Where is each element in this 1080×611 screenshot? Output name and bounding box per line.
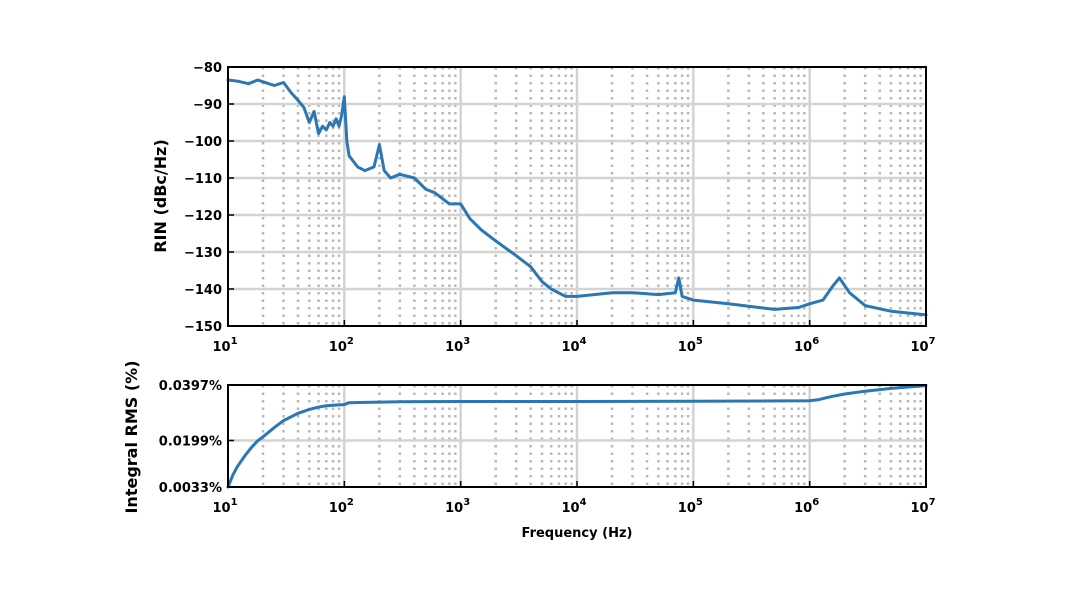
y-tick-label: −150: [184, 320, 222, 335]
y-tick-label: 0.0199%: [159, 434, 222, 449]
x-tick-label: 103: [445, 497, 470, 516]
integral-rms-panel: 101 102 103 104 105 106 107 0.0397% 0.0199% 0.003…: [159, 379, 936, 516]
y-tick-label: −140: [184, 283, 222, 298]
y-tick-label: −90: [193, 98, 222, 113]
y-tick-label: −80: [193, 61, 222, 76]
y-tick-label: −130: [184, 246, 222, 261]
x-tick-label: 102: [329, 497, 354, 516]
y-tick-label: 0.0033%: [159, 481, 222, 496]
x-tick-label: 103: [445, 336, 470, 355]
x-axis-title: Frequency (Hz): [522, 526, 633, 541]
y-tick-label: −110: [184, 172, 222, 187]
x-tick-label: 105: [678, 497, 703, 516]
x-tick-label: 106: [794, 497, 819, 516]
x-tick-label: 104: [561, 497, 586, 516]
x-tick-label: 104: [561, 336, 586, 355]
rin-panel: 101 102 103 104 105 106 107 −80 −90 −100 −110 −120 −…: [184, 61, 936, 355]
x-tick-label: 106: [794, 336, 819, 355]
y-axis-title-rin: RIN (dBc/Hz): [151, 139, 170, 253]
x-tick-label: 105: [678, 336, 703, 355]
series-line: [226, 384, 928, 489]
x-tick-label: 101: [212, 497, 237, 516]
x-tick-label: 101: [212, 336, 237, 355]
series-line: [226, 78, 928, 317]
y-tick-label: −100: [184, 135, 222, 150]
x-tick-label: 107: [910, 497, 935, 516]
y-axis-title-integral-rms: Integral RMS (%): [122, 360, 141, 513]
y-tick-label: −120: [184, 209, 222, 224]
x-tick-label: 107: [910, 336, 935, 355]
y-tick-label: 0.0397%: [159, 379, 222, 394]
x-tick-label: 102: [329, 336, 354, 355]
